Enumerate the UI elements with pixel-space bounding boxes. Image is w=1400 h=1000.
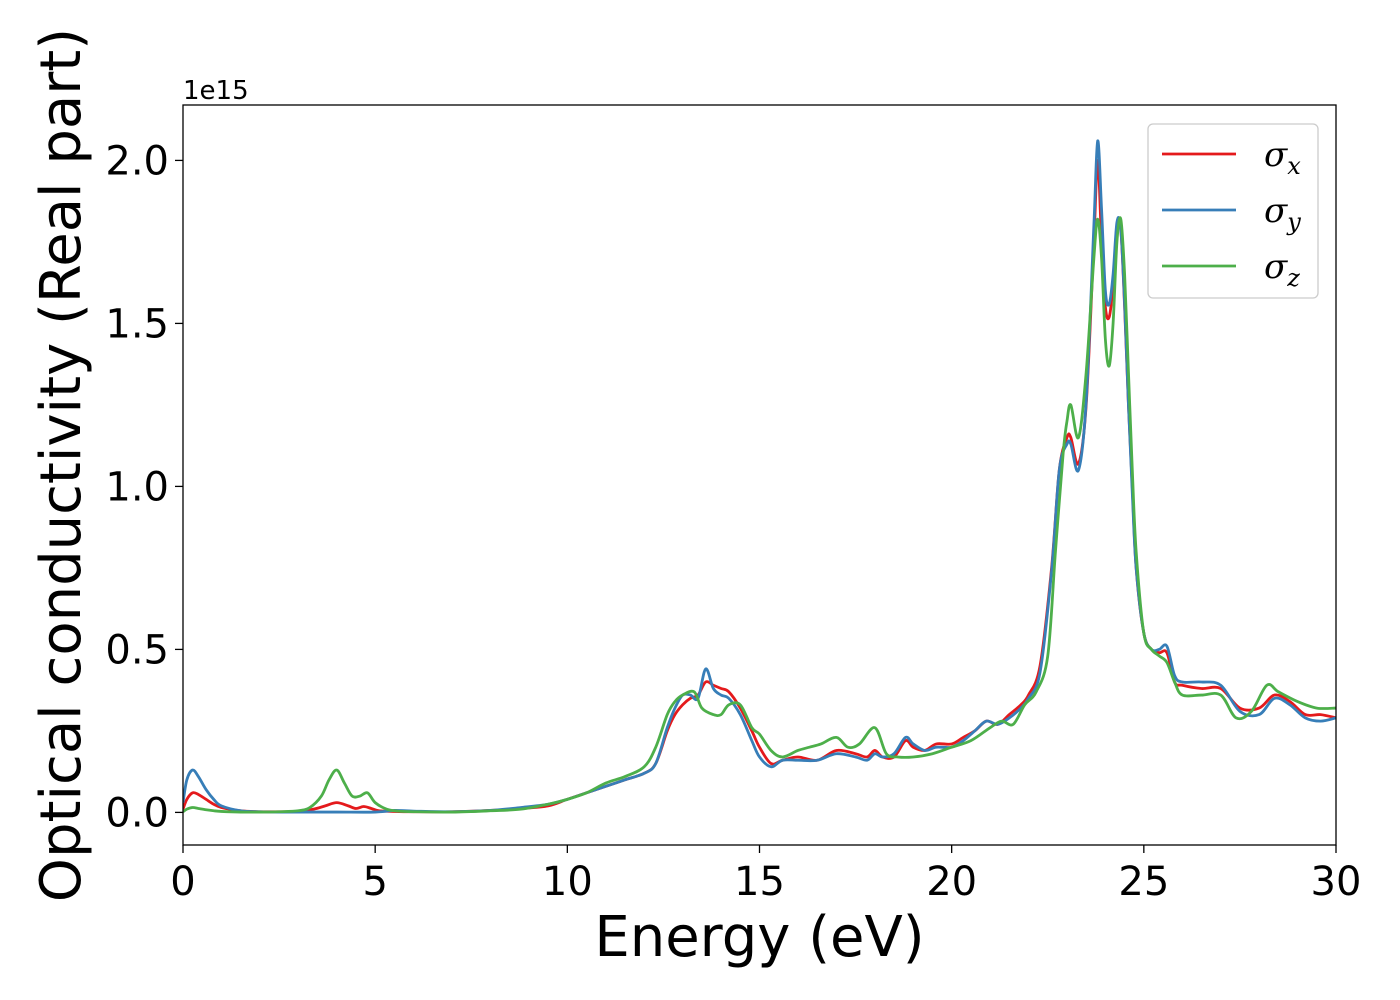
x-tick-label: 15 (734, 859, 785, 905)
x-tick-label: 30 (1311, 859, 1362, 905)
y-axis: 0.0 0.5 1.0 1.5 2.0 (105, 138, 183, 836)
x-tick-label: 20 (926, 859, 977, 905)
series-line-z (183, 216, 1336, 814)
series-layer (183, 139, 1336, 814)
legend: σx σy σz (1147, 123, 1319, 299)
x-tick-label: 25 (1118, 859, 1169, 905)
y-tick-label: 2.0 (105, 138, 169, 184)
y-tick-label: 0.0 (105, 790, 169, 836)
x-tick-label: 5 (362, 859, 387, 905)
legend-label-z: σz (1264, 247, 1300, 292)
x-tick-label: 0 (170, 859, 195, 905)
y-axis-label: Optical conductivity (Real part) (29, 28, 94, 902)
x-axis-label: Energy (eV) (594, 905, 924, 970)
y-tick-label: 0.5 (105, 627, 169, 673)
x-axis: 0 5 10 15 20 25 30 (170, 845, 1361, 905)
y-offset-label: 1e15 (183, 76, 249, 106)
legend-label-y: σy (1264, 191, 1301, 236)
x-tick-label: 10 (542, 859, 593, 905)
y-tick-label: 1.0 (105, 464, 169, 510)
y-tick-label: 1.5 (105, 301, 169, 347)
legend-label-x: σx (1264, 135, 1301, 180)
